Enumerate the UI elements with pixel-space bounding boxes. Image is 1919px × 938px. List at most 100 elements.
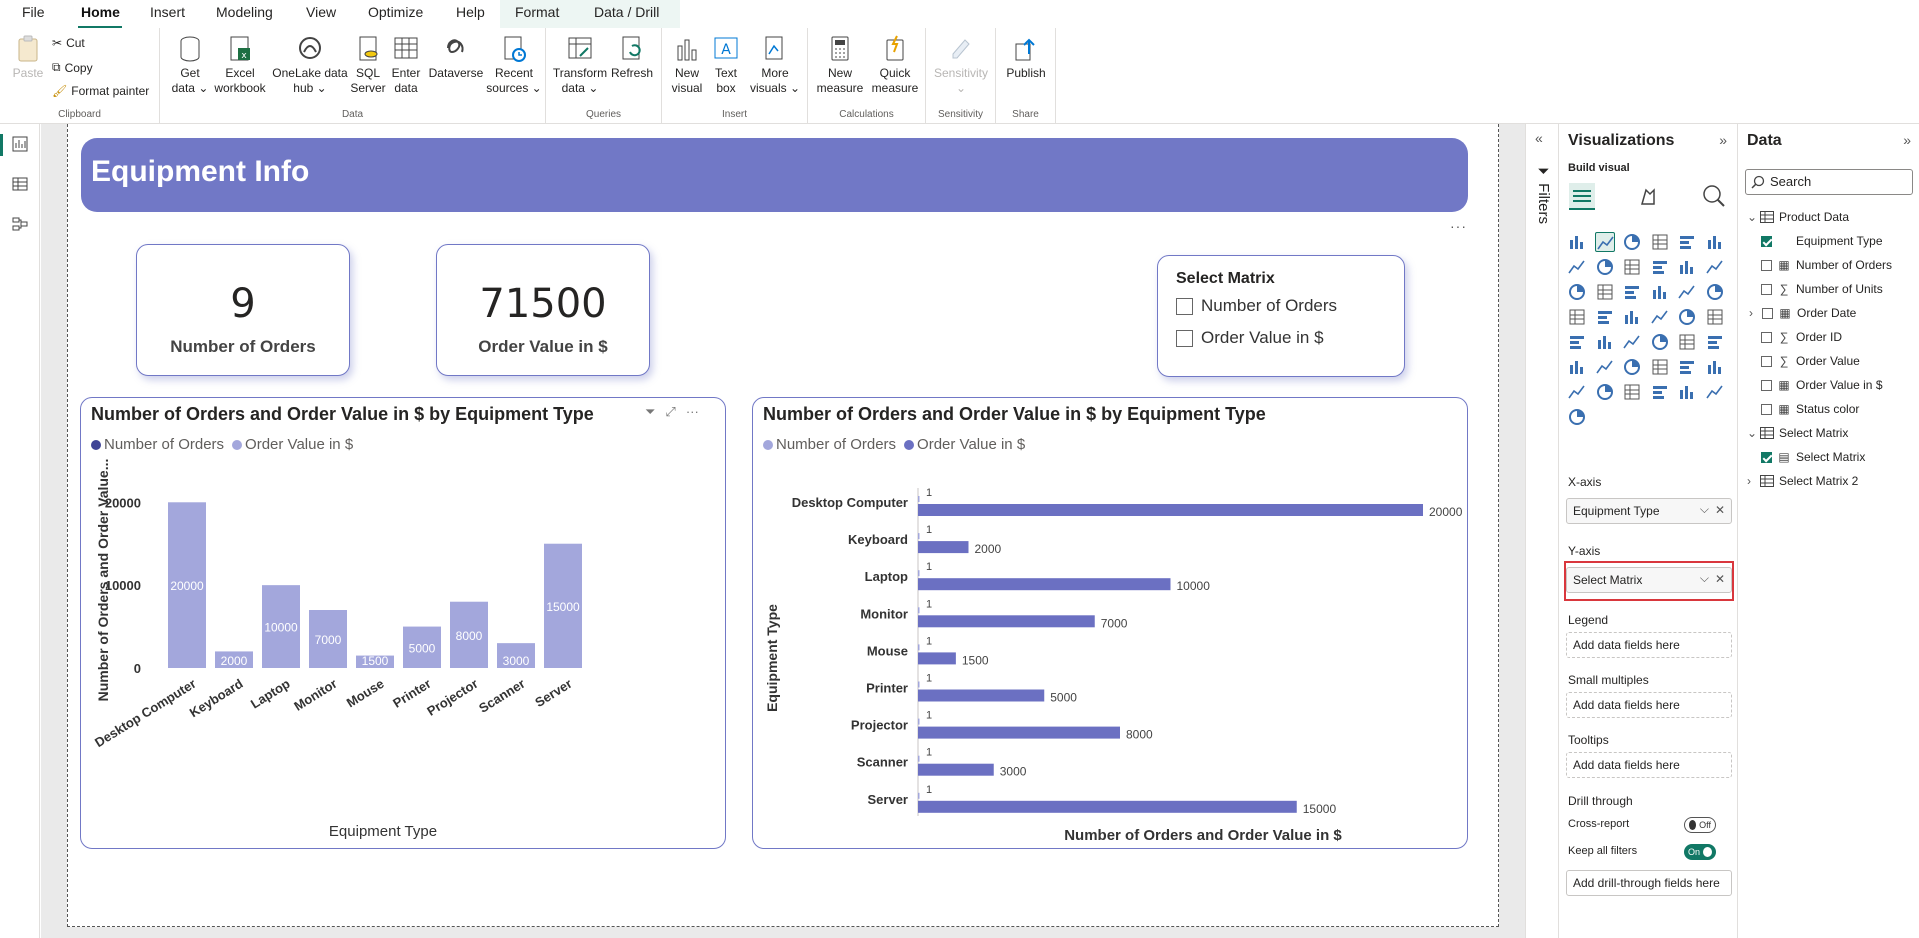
card-number-of-orders[interactable]: 9 Number of Orders [136, 244, 350, 376]
chevron-down-icon[interactable]: ⌄ [1747, 210, 1758, 224]
visual-type-icon[interactable] [1677, 307, 1697, 327]
more-visuals-button[interactable]: More visuals ⌄ [746, 34, 804, 96]
bar-number-of-orders[interactable] [918, 792, 920, 799]
transform-data-button[interactable]: Transform data ⌄ [552, 34, 608, 96]
visual-type-icon[interactable] [1622, 382, 1642, 402]
bar-number-of-orders[interactable] [918, 681, 920, 688]
legend-item[interactable]: Order Value in $ [232, 436, 353, 453]
visual-type-icon[interactable] [1650, 332, 1670, 352]
format-painter-button[interactable]: 🖌 Format painter [52, 84, 149, 98]
collapse-chevron-icon[interactable]: » [1903, 132, 1911, 148]
visual-type-icon[interactable] [1567, 257, 1587, 277]
format-tab-icon[interactable] [1634, 182, 1662, 210]
bar-number-of-orders[interactable] [918, 570, 920, 577]
filters-pane-collapsed[interactable]: « ⏷ Filters [1525, 124, 1559, 938]
visual-type-icon[interactable] [1567, 382, 1587, 402]
visual-type-icon[interactable] [1650, 282, 1670, 302]
onelake-data-hub-button[interactable]: OneLake data hub ⌄ [270, 34, 350, 96]
small-multiples-well[interactable]: Add data fields here [1566, 692, 1732, 718]
visual-type-icon[interactable] [1622, 357, 1642, 377]
visual-type-icon[interactable] [1705, 357, 1725, 377]
visual-type-icon[interactable] [1705, 307, 1725, 327]
tooltips-well[interactable]: Add data fields here [1566, 752, 1732, 778]
filter-icon[interactable]: ⏷ [645, 404, 656, 419]
cut-button[interactable]: ✂ Cut [52, 36, 85, 50]
focus-mode-icon[interactable]: ⤢ [665, 404, 676, 419]
visual-type-icon[interactable] [1705, 232, 1725, 252]
menu-tab-home[interactable]: Home [81, 4, 120, 20]
x-axis-well[interactable]: Equipment Type ⌵ ✕ [1566, 498, 1732, 524]
visual-type-icon[interactable] [1567, 232, 1587, 252]
data-field-node[interactable]: ∑ Order ID [1761, 330, 1842, 344]
chevron-right-icon[interactable]: › [1749, 306, 1753, 320]
bar[interactable] [215, 651, 253, 668]
paste-button[interactable]: Paste [10, 34, 46, 81]
field-checkbox[interactable] [1761, 403, 1772, 415]
expand-chevron-icon[interactable]: « [1535, 130, 1543, 146]
new-visual-button[interactable]: New visual [668, 34, 706, 96]
menu-tab-file[interactable]: File [22, 4, 45, 20]
bar[interactable] [309, 610, 347, 668]
visual-type-icon[interactable] [1677, 232, 1697, 252]
visual-type-icon[interactable] [1567, 307, 1587, 327]
bar-order-value[interactable] [918, 615, 1095, 628]
visual-type-icon[interactable] [1567, 357, 1587, 377]
visual-type-icon[interactable] [1622, 307, 1642, 327]
slicer-option-order-value[interactable]: Order Value in $ [1176, 328, 1324, 348]
chevron-down-icon[interactable]: ⌄ [1747, 426, 1758, 440]
field-checkbox[interactable] [1761, 331, 1772, 343]
bar[interactable] [262, 585, 300, 668]
menu-tab-help[interactable]: Help [456, 4, 485, 20]
bar-order-value[interactable] [918, 652, 956, 665]
filters-label[interactable]: ⏷ Filters [1535, 164, 1552, 224]
bar-chart[interactable]: Desktop Computer 1 20000 Keyboard 1 2000 Lapto… [752, 397, 1468, 849]
chevron-down-icon[interactable]: ⌵ [1699, 571, 1709, 585]
bar-number-of-orders[interactable] [918, 718, 920, 725]
bar-order-value[interactable] [918, 578, 1171, 591]
text-box-button[interactable]: A Text box [708, 34, 744, 96]
get-data-button[interactable]: Get data ⌄ [170, 34, 210, 96]
bar-number-of-orders[interactable] [918, 607, 920, 614]
bar-number-of-orders[interactable] [918, 496, 920, 502]
data-field-node[interactable]: ∑ Order Value [1761, 354, 1860, 368]
menu-tab-insert[interactable]: Insert [150, 4, 186, 20]
bar[interactable] [497, 643, 535, 668]
bar-order-value[interactable] [918, 763, 994, 776]
visual-type-icon[interactable] [1650, 382, 1670, 402]
copy-button[interactable]: ⧉ Copy [52, 60, 93, 75]
visual-type-icon[interactable] [1622, 282, 1642, 302]
visual-type-icon[interactable] [1595, 257, 1615, 277]
visual-type-icon[interactable] [1650, 307, 1670, 327]
data-field-node[interactable]: ▤ Select Matrix [1761, 450, 1865, 464]
chevron-down-icon[interactable]: ⌵ [1699, 502, 1709, 516]
excel-workbook-button[interactable]: x Excel workbook [212, 34, 268, 96]
visual-type-icon[interactable] [1567, 332, 1587, 352]
more-options-icon[interactable]: ··· [1450, 218, 1467, 234]
sensitivity-button[interactable]: Sensitivity ⌄ [930, 34, 992, 96]
quick-measure-button[interactable]: Quick measure [868, 34, 922, 96]
visual-type-icon[interactable] [1595, 282, 1615, 302]
search-input[interactable]: Search [1745, 169, 1913, 195]
remove-field-icon[interactable]: ✕ [1714, 503, 1725, 517]
slicer-option-number-of-orders[interactable]: Number of Orders [1176, 296, 1337, 316]
visual-type-icon[interactable] [1677, 382, 1697, 402]
field-checkbox[interactable] [1761, 283, 1772, 295]
menu-tab-format[interactable]: Format [515, 4, 560, 20]
collapse-chevron-icon[interactable]: » [1719, 132, 1727, 148]
menu-tab-optimize[interactable]: Optimize [368, 4, 424, 20]
dataverse-button[interactable]: Dataverse [426, 34, 486, 81]
visual-type-icon[interactable] [1622, 232, 1642, 252]
legend-item[interactable]: Number of Orders [91, 436, 224, 453]
bar-order-value[interactable] [918, 726, 1120, 739]
visual-type-icon[interactable] [1650, 257, 1670, 277]
data-field-node[interactable]: Equipment Type [1761, 234, 1883, 248]
visual-type-icon[interactable] [1705, 282, 1725, 302]
visual-type-icon[interactable] [1567, 407, 1587, 427]
field-checkbox[interactable] [1762, 307, 1773, 319]
bar[interactable] [544, 543, 582, 668]
visual-type-icon[interactable] [1677, 282, 1697, 302]
bar-number-of-orders[interactable] [918, 644, 920, 651]
field-checkbox[interactable] [1761, 355, 1772, 367]
bar[interactable] [403, 626, 441, 668]
column-chart[interactable]: 0 10000 20000 20000 Desktop Computer 2000 Keyb… [80, 397, 726, 849]
